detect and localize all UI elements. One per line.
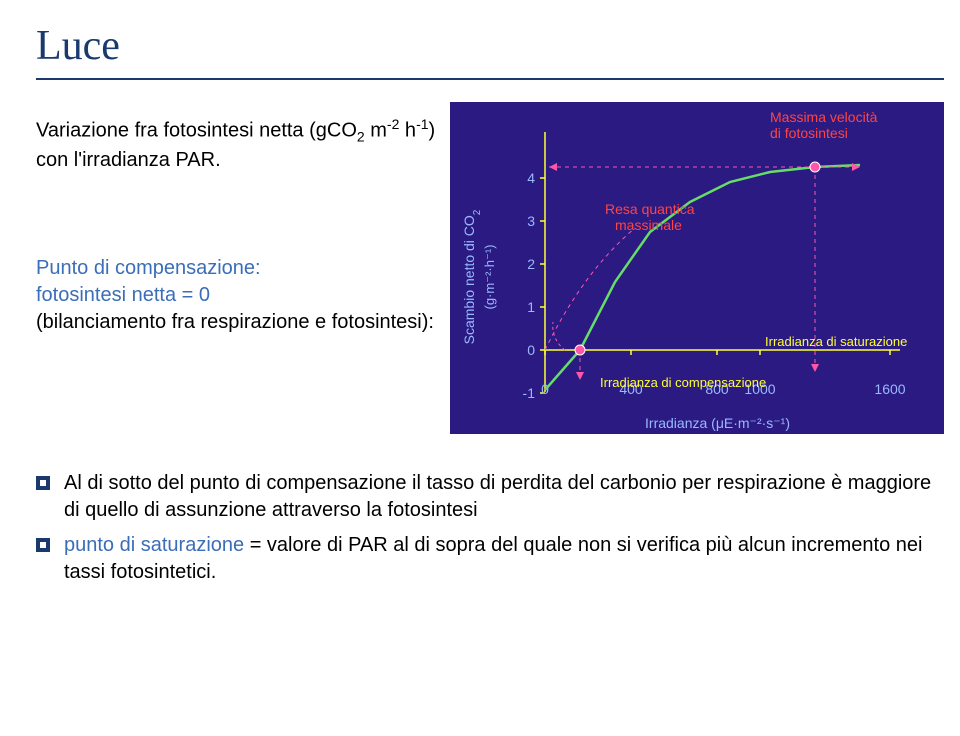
p1-pre: Variazione fra fotosintesi netta (gCO bbox=[36, 120, 357, 142]
p1-mid1: m bbox=[365, 120, 387, 142]
svg-text:Massima velocità: Massima velocità bbox=[770, 109, 878, 125]
svg-text:Irradianza di saturazione: Irradianza di saturazione bbox=[765, 334, 907, 349]
bullet-marker-icon bbox=[36, 538, 50, 552]
svg-text:1600: 1600 bbox=[874, 381, 905, 397]
list-item: punto di saturazione = valore di PAR al … bbox=[36, 532, 936, 586]
p2-black: (bilanciamento fra respirazione e fotosi… bbox=[36, 311, 434, 333]
irradiance-definition: Variazione fra fotosintesi netta (gCO2 m… bbox=[36, 115, 436, 174]
compensation-point-definition: Punto di compensazione: fotosintesi nett… bbox=[36, 255, 436, 336]
title-underline bbox=[36, 78, 944, 80]
svg-text:4: 4 bbox=[527, 170, 535, 186]
p1-mid2: h bbox=[399, 120, 416, 142]
b1-blue: punto di saturazione bbox=[64, 534, 244, 556]
bullet-marker-icon bbox=[36, 476, 50, 490]
list-item: Al di sotto del punto di compensazione i… bbox=[36, 470, 936, 524]
svg-text:1: 1 bbox=[527, 299, 535, 315]
svg-text:Irradianza (μE·m⁻²·s⁻¹): Irradianza (μE·m⁻²·s⁻¹) bbox=[645, 415, 790, 431]
svg-text:0: 0 bbox=[527, 342, 535, 358]
page-title: Luce bbox=[36, 22, 120, 70]
svg-text:-1: -1 bbox=[523, 385, 536, 401]
svg-text:(g·m⁻²·h⁻¹): (g·m⁻²·h⁻¹) bbox=[482, 245, 497, 310]
svg-text:3: 3 bbox=[527, 213, 535, 229]
p2-blue2: fotosintesi netta = 0 bbox=[36, 284, 210, 306]
p2-blue1: Punto di compensazione: bbox=[36, 257, 261, 279]
svg-text:Resa quantica: Resa quantica bbox=[605, 201, 695, 217]
p1-sub1: 2 bbox=[357, 129, 365, 145]
svg-text:2: 2 bbox=[527, 256, 535, 272]
b0-a: Al di sotto del punto di compensazione i… bbox=[64, 472, 931, 521]
photosynthesis-chart: -101234040080010001600Scambio netto di C… bbox=[450, 102, 944, 434]
p1-sup1: -2 bbox=[387, 116, 399, 132]
bullet-list: Al di sotto del punto di compensazione i… bbox=[36, 470, 936, 594]
svg-text:Irradianza di compensazione: Irradianza di compensazione bbox=[600, 375, 766, 390]
svg-text:massimale: massimale bbox=[615, 217, 682, 233]
p1-sup2: -1 bbox=[416, 116, 428, 132]
svg-text:di fotosintesi: di fotosintesi bbox=[770, 125, 848, 141]
